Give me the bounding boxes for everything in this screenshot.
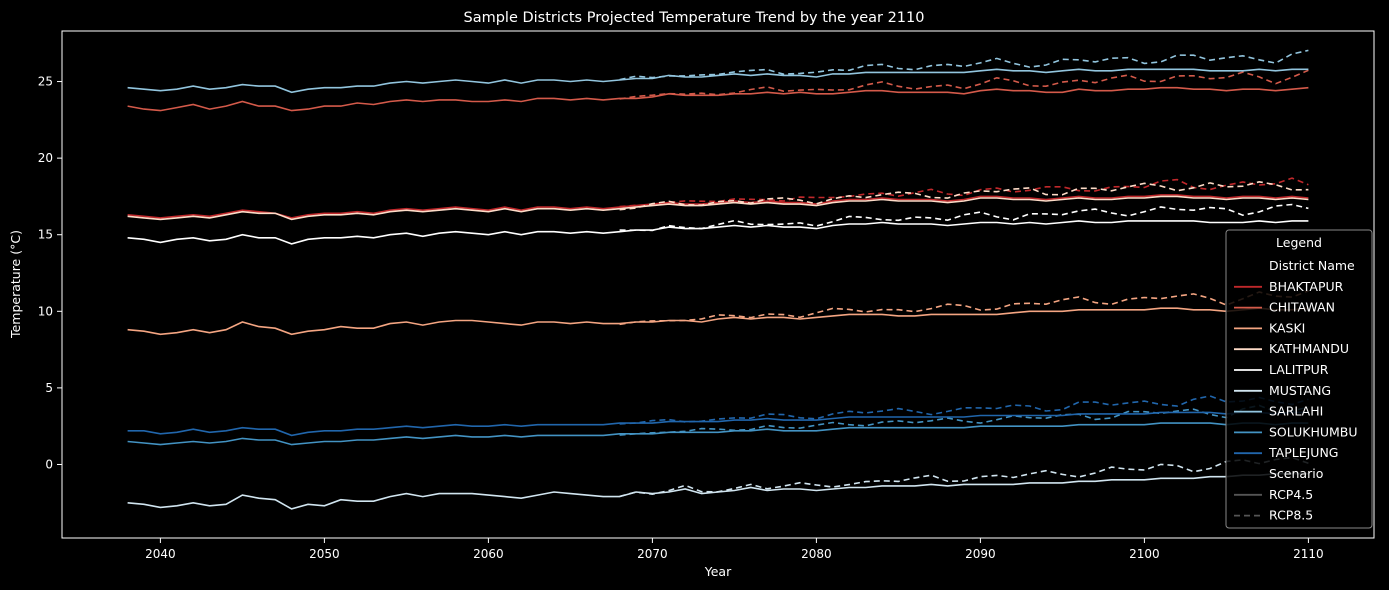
series-line-rcp45-bhaktapur [127, 194, 1309, 219]
x-tick-label: 2070 [637, 547, 668, 561]
series-line-rcp45-chitawan [127, 86, 1309, 112]
legend: Legend District Name BHAKTAPUR CHITAWAN KAS… [1225, 229, 1373, 529]
legend-group-header-scenario: Scenario [1269, 466, 1323, 481]
series-line-rcp45-solukhumbu [127, 422, 1309, 446]
x-tick-label: 2110 [1293, 547, 1324, 561]
series-line-rcp85-mustang [619, 456, 1309, 498]
y-tick-label: 0 [45, 457, 53, 471]
series-line-rcp45-taplejung [127, 411, 1309, 437]
legend-items: District Name BHAKTAPUR CHITAWAN KASKI KATHM… [1234, 258, 1358, 523]
legend-label-kathmandu: KATHMANDU [1269, 341, 1349, 356]
series-line-rcp45-kaski [127, 307, 1309, 336]
x-tick-label: 2090 [965, 547, 996, 561]
legend-title: Legend [1276, 235, 1322, 250]
y-tick-label: 20 [38, 151, 53, 165]
legend-label-sarlahi: SARLAHI [1269, 404, 1323, 419]
legend-label-solukhumbu: SOLUKHUMBU [1269, 424, 1358, 439]
plot-lines [127, 49, 1309, 510]
series-line-rcp85-sarlahi [619, 49, 1309, 81]
x-tick-label: 2100 [1129, 547, 1160, 561]
legend-label-rcp45: RCP4.5 [1269, 487, 1313, 502]
x-tick-label: 2050 [309, 547, 340, 561]
series-line-rcp85-lalitpur [619, 203, 1309, 232]
series-line-rcp85-kathmandu [619, 180, 1309, 211]
y-axis-ticks: 0 5 10 15 20 25 [38, 75, 62, 471]
legend-label-taplejung: TAPLEJUNG [1268, 445, 1339, 460]
plot-frame [61, 30, 1375, 539]
x-tick-label: 2060 [473, 547, 504, 561]
x-axis-ticks: 2040 2050 2060 2070 2080 2090 2100 2110 [145, 538, 1324, 561]
chart-title: Sample Districts Projected Temperature T… [464, 10, 925, 26]
legend-label-chitawan: CHITAWAN [1269, 300, 1335, 315]
legend-label-rcp85: RCP8.5 [1269, 508, 1313, 523]
legend-label-mustang: MUSTANG [1269, 383, 1331, 398]
x-tick-label: 2080 [801, 547, 832, 561]
legend-label-bhaktapur: BHAKTAPUR [1269, 279, 1344, 294]
series-line-rcp45-sarlahi [127, 68, 1309, 94]
legend-label-kaski: KASKI [1269, 320, 1305, 335]
legend-group-header-district: District Name [1269, 258, 1355, 273]
y-tick-label: 10 [38, 304, 53, 318]
legend-box [1225, 229, 1373, 529]
series-line-rcp45-mustang [127, 472, 1309, 510]
y-tick-label: 25 [38, 75, 53, 89]
legend-label-lalitpur: LALITPUR [1269, 362, 1329, 377]
y-tick-label: 5 [45, 381, 53, 395]
x-axis-label: Year [704, 564, 732, 579]
series-line-rcp85-taplejung [619, 395, 1309, 425]
series-line-rcp85-kaski [619, 290, 1309, 326]
series-line-rcp45-kathmandu [127, 195, 1309, 221]
series-line-rcp45-lalitpur [127, 220, 1309, 245]
x-tick-label: 2040 [145, 547, 176, 561]
y-tick-label: 15 [38, 228, 53, 242]
y-axis-label: Temperature (°C) [8, 230, 23, 339]
